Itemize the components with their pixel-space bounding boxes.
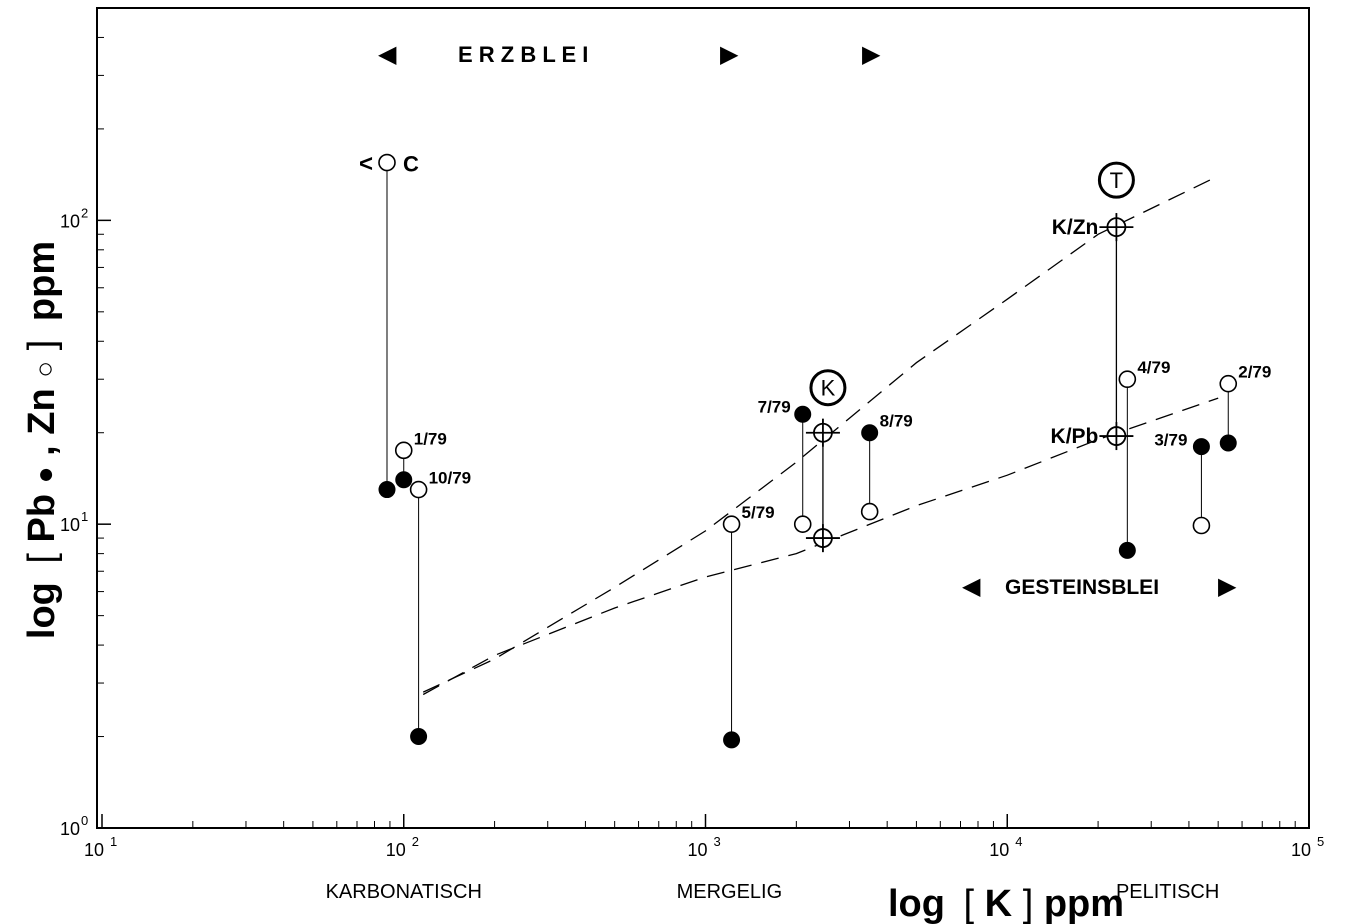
sample-label-prefix: <	[359, 151, 373, 178]
y-axis-label-pb-symbol: ●	[29, 466, 60, 483]
x-tick-exponent: 4	[1015, 834, 1022, 849]
gesteinsblei-right-arrow: ▶	[1218, 573, 1237, 600]
trend-curve-k-zn	[422, 175, 1219, 693]
zn-point	[722, 515, 741, 533]
trend-curves	[422, 175, 1219, 696]
pb-point	[723, 731, 741, 749]
zn-point	[409, 480, 428, 499]
y-axis-label-log: log	[21, 582, 63, 639]
average-label: K/Pb	[1051, 425, 1099, 448]
tick-labels: 10 1 10 2 10 3 10 4 10 510 010 110 2	[60, 205, 1324, 860]
x-tick-label: 10	[84, 840, 104, 860]
x-tick-exponent: 5	[1317, 834, 1324, 849]
data-points	[378, 153, 1238, 749]
zn-point	[378, 153, 396, 172]
gesteinsblei-label: GESTEINSBLEI	[1005, 576, 1159, 599]
average-badge-circle	[809, 369, 847, 407]
sample-label: 2/79	[1238, 363, 1271, 382]
zn-point	[793, 515, 812, 533]
pb-point	[1192, 438, 1210, 456]
y-axis-label-unit: ppm	[21, 241, 63, 321]
x-tick-label: 10	[386, 840, 406, 860]
sample-connectors	[386, 162, 1229, 740]
pb-point	[410, 728, 428, 746]
plot-frame	[96, 7, 1310, 829]
y-axis-label-zn-symbol: ○	[29, 361, 60, 378]
sample-label: 10/79	[429, 469, 472, 488]
zn-point	[1219, 374, 1238, 393]
x-axis-label-open-bracket: [	[964, 883, 975, 924]
pb-point	[1118, 541, 1136, 559]
x-axis-label-close-bracket: ]	[1023, 883, 1034, 924]
pb-point	[395, 471, 413, 489]
zn-point	[860, 502, 879, 521]
point-labels: < C 1/79 10/79 5/79 7/79 8/79 4/79 3/79 2/79 K K/Zn…	[359, 151, 1271, 523]
y-axis-label-zn: Zn	[21, 388, 63, 434]
x-tick-label: 10	[989, 840, 1009, 860]
x-tick-exponent: 2	[412, 834, 419, 849]
sample-label: 3/79	[1154, 431, 1187, 450]
y-tick-exponent: 0	[81, 813, 88, 828]
category-label: MERGELIG	[677, 881, 783, 903]
x-tick-exponent: 3	[714, 834, 721, 849]
zn-point	[1192, 516, 1211, 535]
x-axis-label-unit: ppm	[1044, 883, 1124, 924]
pb-point	[1219, 434, 1237, 452]
x-tick-label: 10	[1291, 840, 1311, 860]
sample-label: 8/79	[880, 412, 913, 431]
x-tick-label: 10	[687, 840, 707, 860]
zn-point	[394, 441, 413, 460]
x-axis-label-k: K	[985, 883, 1013, 924]
category-label: KARBONATISCH	[326, 881, 482, 903]
y-tick-label: 10	[60, 211, 80, 231]
category-label: PELITISCH	[1116, 881, 1219, 903]
y-tick-exponent: 2	[81, 205, 88, 220]
average-badge-label: T	[1110, 168, 1123, 193]
x-axis-label-log: log	[888, 883, 945, 924]
category-labels: KARBONATISCH MERGELIG PELITISCH	[326, 881, 1220, 903]
y-axis-label: log [ Pb ● , Zn ○ ] ppm	[21, 241, 63, 639]
sample-label: 1/79	[414, 429, 447, 448]
y-tick-exponent: 1	[81, 509, 88, 524]
y-axis-label-open-bracket: [	[21, 553, 63, 564]
average-badge-label: K	[821, 376, 836, 401]
pb-point	[794, 405, 812, 423]
pb-point	[378, 481, 396, 499]
erzblei-label: E R Z B L E I	[458, 42, 588, 67]
average-badge-circle	[1097, 161, 1135, 199]
erzblei-left-arrow: ◀	[378, 41, 397, 68]
axis-ticks	[97, 36, 1310, 829]
y-axis-label-comma: ,	[21, 445, 63, 456]
erzblei-right-arrow-2: ▶	[862, 41, 881, 68]
sample-label: 7/79	[758, 397, 791, 416]
sample-label: 5/79	[742, 503, 775, 522]
sample-label: 4/79	[1137, 358, 1170, 377]
x-axis-label: log [ K ] ppm	[888, 883, 1124, 924]
gesteinsblei-left-arrow: ◀	[962, 573, 981, 600]
y-tick-label: 10	[60, 819, 80, 839]
x-tick-exponent: 1	[110, 834, 117, 849]
y-tick-label: 10	[60, 515, 80, 535]
zn-point	[1118, 370, 1137, 389]
pb-point	[861, 424, 879, 442]
average-label: K/Zn	[1052, 216, 1099, 239]
trend-curve-k-pb	[422, 397, 1219, 696]
y-axis-label-close-bracket: ]	[21, 340, 63, 351]
erzblei-right-arrow-1: ▶	[720, 41, 739, 68]
y-axis-label-pb: Pb	[21, 494, 63, 543]
sample-label: C	[403, 152, 419, 177]
